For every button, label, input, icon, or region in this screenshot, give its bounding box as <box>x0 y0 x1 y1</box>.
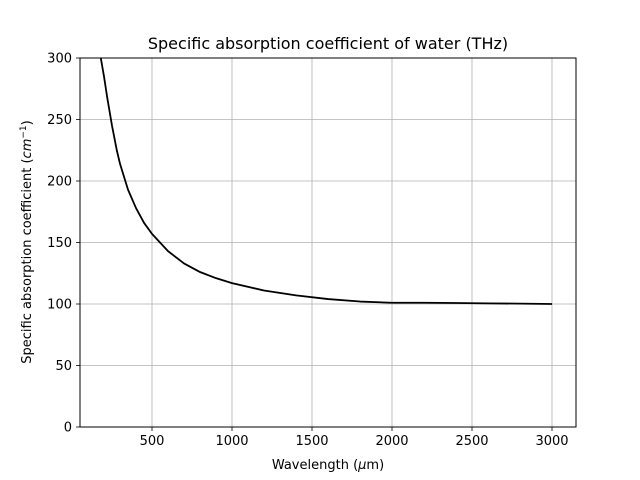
y-tick-label: 0 <box>64 421 72 436</box>
x-axis: 500 1000 1500 2000 2500 3000 <box>140 427 569 449</box>
y-tick-label: 300 <box>47 52 72 67</box>
x-tick-label: 500 <box>140 434 165 449</box>
x-tick-label: 3000 <box>535 434 568 449</box>
y-tick-label: 150 <box>47 236 72 251</box>
series-line <box>99 57 553 305</box>
y-tick-label: 50 <box>55 359 72 374</box>
grid <box>80 57 576 428</box>
x-tick-label: 2000 <box>375 434 408 449</box>
x-tick-label: 1000 <box>215 434 248 449</box>
y-tick-label: 250 <box>47 113 72 128</box>
chart-title: Specific absorption coefficient of water… <box>148 34 508 53</box>
x-tick-label: 2500 <box>455 434 488 449</box>
y-axis-label: Specific absorption coefficient (cm−1) <box>19 120 35 363</box>
y-tick-label: 100 <box>47 298 72 313</box>
y-tick-label: 200 <box>47 175 72 190</box>
series-layer <box>99 57 553 305</box>
y-axis: 0 50 100 150 200 250 300 <box>47 52 80 436</box>
x-axis-label: Wavelength (μm) <box>272 458 384 473</box>
x-tick-label: 1500 <box>295 434 328 449</box>
